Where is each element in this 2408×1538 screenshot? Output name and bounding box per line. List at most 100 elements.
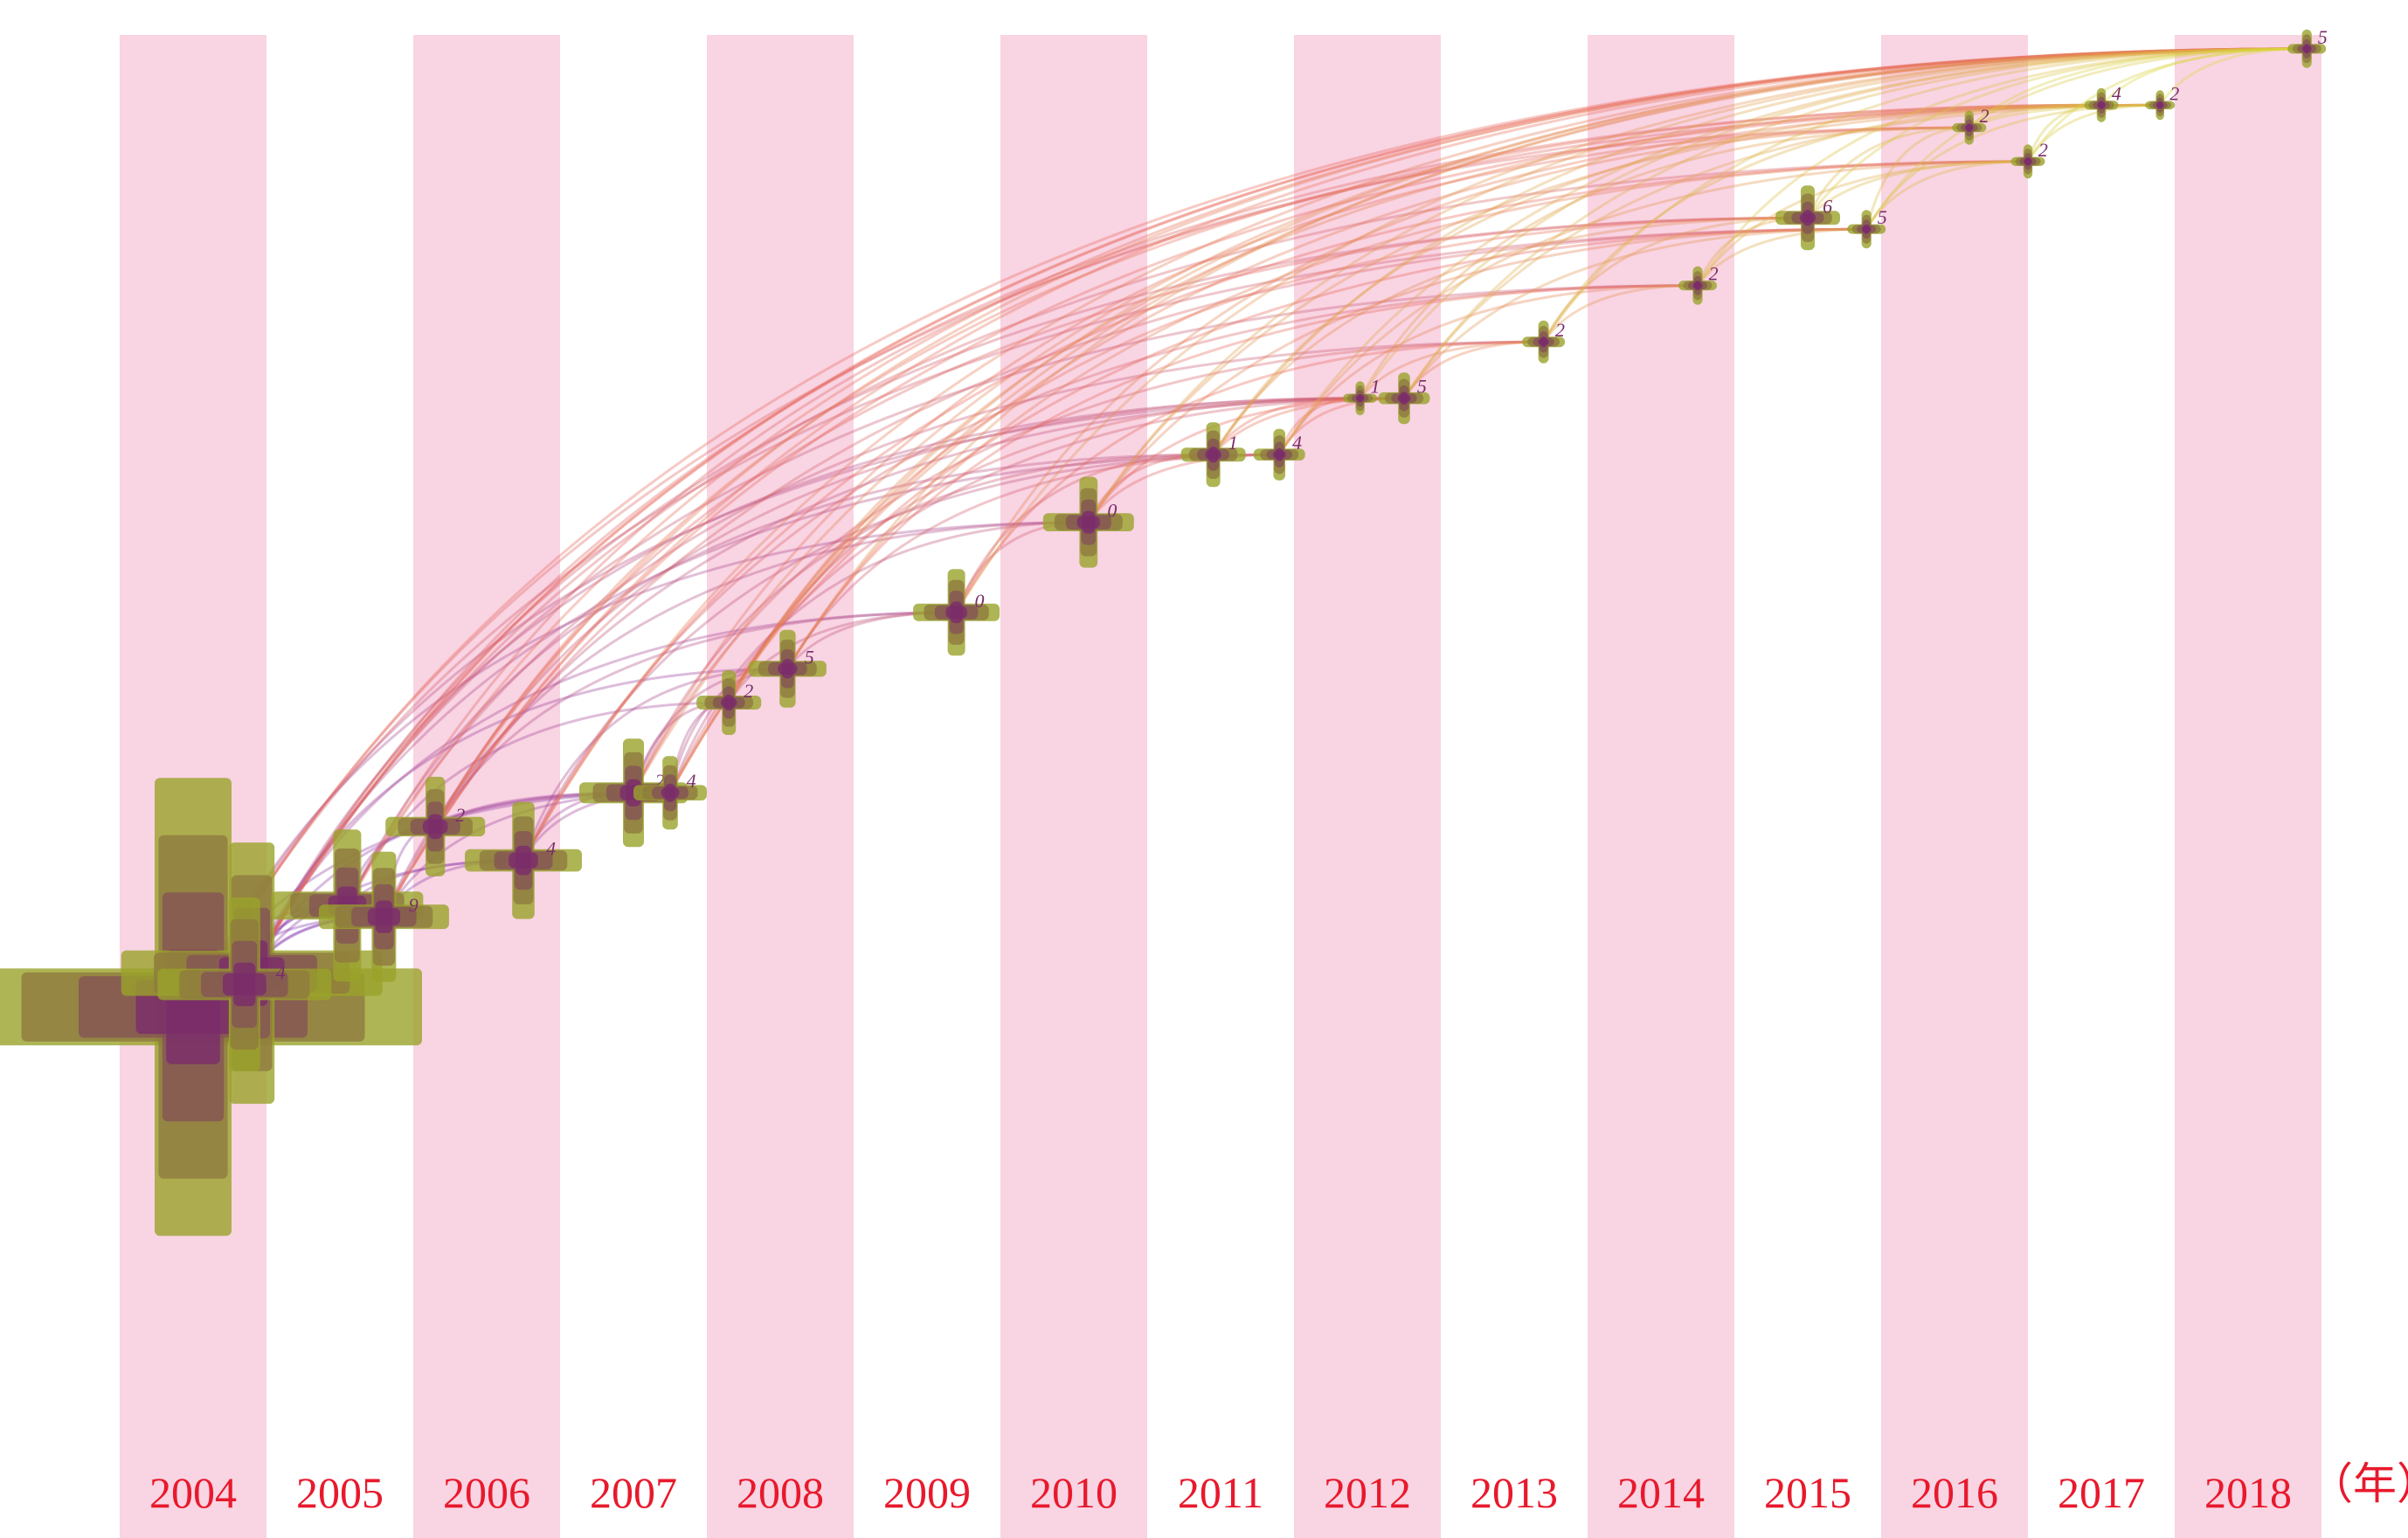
cluster-node-16: 5 (1378, 372, 1430, 425)
citation-link-98 (1359, 126, 1969, 399)
citation-link-69 (727, 103, 2102, 703)
year-label-2015: 2015 (1764, 1468, 1851, 1517)
citation-link-65 (668, 47, 2308, 793)
citation-link-55 (632, 453, 1214, 793)
citation-link-84 (1087, 227, 1867, 523)
year-label-2005: 2005 (296, 1468, 384, 1517)
node-label-25: 5 (2318, 26, 2328, 48)
citation-link-15 (250, 47, 2308, 974)
year-label-2011: 2011 (1178, 1468, 1263, 1517)
citation-link-107 (1542, 47, 2308, 343)
node-bar-v (375, 900, 393, 933)
citation-link-124 (2026, 47, 2308, 163)
citation-link-91 (1212, 47, 2308, 456)
year-label-2008: 2008 (737, 1468, 824, 1517)
citation-link-51 (522, 160, 2029, 862)
citation-link-13 (250, 216, 1809, 974)
citation-link-120 (1969, 103, 2161, 129)
node-bar-v (428, 814, 443, 840)
citation-link-6 (191, 103, 2161, 1008)
cluster-node-6: 4 (465, 801, 582, 919)
node-bar-v (1540, 336, 1547, 348)
citation-link-50 (522, 284, 1699, 862)
node-label-16: 5 (1417, 376, 1427, 398)
citation-link-72 (786, 453, 1280, 670)
year-band-2016 (1881, 35, 2028, 1538)
node-label-4: 9 (409, 894, 419, 916)
citation-link-116 (1865, 160, 2029, 230)
citation-link-104 (1542, 284, 1699, 343)
citation-link-45 (433, 47, 2308, 828)
cluster-node-11: 0 (913, 569, 1000, 656)
year-label-2016: 2016 (1911, 1468, 1998, 1517)
citation-link-113 (1806, 160, 2029, 219)
citation-link-79 (955, 126, 1969, 613)
node-bar-v (1400, 391, 1408, 405)
citation-link-36 (383, 227, 1867, 918)
citation-link-41 (433, 611, 957, 828)
cluster-node-10: 5 (748, 629, 827, 708)
year-label-2007: 2007 (590, 1468, 677, 1517)
citation-link-80 (955, 47, 2308, 613)
citation-link-73 (786, 284, 1699, 670)
cluster-node-15: 1 (1343, 376, 1380, 416)
citation-link-77 (955, 453, 1214, 613)
cluster-node-9: 2 (696, 670, 762, 735)
node-label-14: 4 (1292, 432, 1302, 454)
citation-link-118 (1865, 47, 2308, 230)
citation-link-30 (346, 47, 2308, 906)
node-label-23: 4 (2112, 82, 2121, 104)
node-bar-v (2303, 44, 2311, 54)
citation-link-97 (1359, 340, 1544, 399)
node-label-18: 2 (1709, 263, 1719, 285)
year-band-2018 (2175, 35, 2322, 1538)
cluster-node-25: 5 (2287, 26, 2328, 68)
citation-link-87 (1212, 397, 1360, 456)
citation-link-43 (433, 216, 1809, 828)
citation-link-10 (250, 791, 634, 974)
cluster-node-23: 4 (2084, 82, 2121, 122)
citation-link-114 (1806, 47, 2308, 219)
citation-link-22 (243, 160, 2029, 986)
citation-link-102 (1402, 103, 2161, 399)
year-label-2010: 2010 (1030, 1468, 1118, 1517)
citation-link-89 (1212, 216, 1809, 455)
node-bar-v (1082, 510, 1096, 534)
cluster-node-24: 2 (2145, 82, 2179, 121)
citation-link-29 (346, 126, 1969, 906)
citation-link-111 (1696, 47, 2308, 287)
node-bar-v (781, 659, 793, 679)
node-label-22: 2 (2038, 139, 2048, 161)
citation-link-119 (1968, 103, 2102, 129)
citation-link-11 (250, 611, 957, 974)
citation-link-42 (433, 397, 1360, 828)
citation-link-56 (632, 340, 1544, 793)
year-label-2014: 2014 (1617, 1468, 1705, 1517)
year-label-2004: 2004 (149, 1468, 237, 1517)
citation-link-63 (668, 227, 1867, 793)
node-label-5: 2 (455, 804, 465, 826)
citation-link-68 (727, 216, 1809, 703)
citation-link-4 (191, 397, 1405, 1008)
node-label-13: 1 (1228, 432, 1238, 454)
citation-link-99 (1359, 47, 2308, 399)
cluster-node-4: 9 (318, 851, 449, 982)
node-bar-v (950, 601, 963, 624)
cluster-node-8: 4 (633, 756, 707, 830)
node-label-6: 4 (546, 838, 556, 860)
cluster-node-18: 2 (1678, 263, 1719, 305)
citation-link-7 (191, 47, 2308, 1008)
citation-link-61 (668, 521, 1089, 793)
citation-link-67 (727, 397, 1360, 703)
year-axis-labels: 2004 2005 2006 2007 2008 2009 2010 2011 2012 2013… (149, 1468, 2292, 1517)
year-label-2009: 2009 (883, 1468, 971, 1517)
node-label-20: 5 (1878, 206, 1887, 228)
citation-links (191, 47, 2308, 1008)
citation-link-49 (522, 453, 1280, 862)
year-label-2006: 2006 (443, 1468, 530, 1517)
year-band-2012 (1294, 35, 1441, 1538)
citation-link-106 (1542, 103, 2102, 343)
citation-link-86 (1087, 47, 2308, 523)
citation-link-14 (250, 103, 2102, 974)
cluster-node-19: 6 (1775, 185, 1840, 251)
